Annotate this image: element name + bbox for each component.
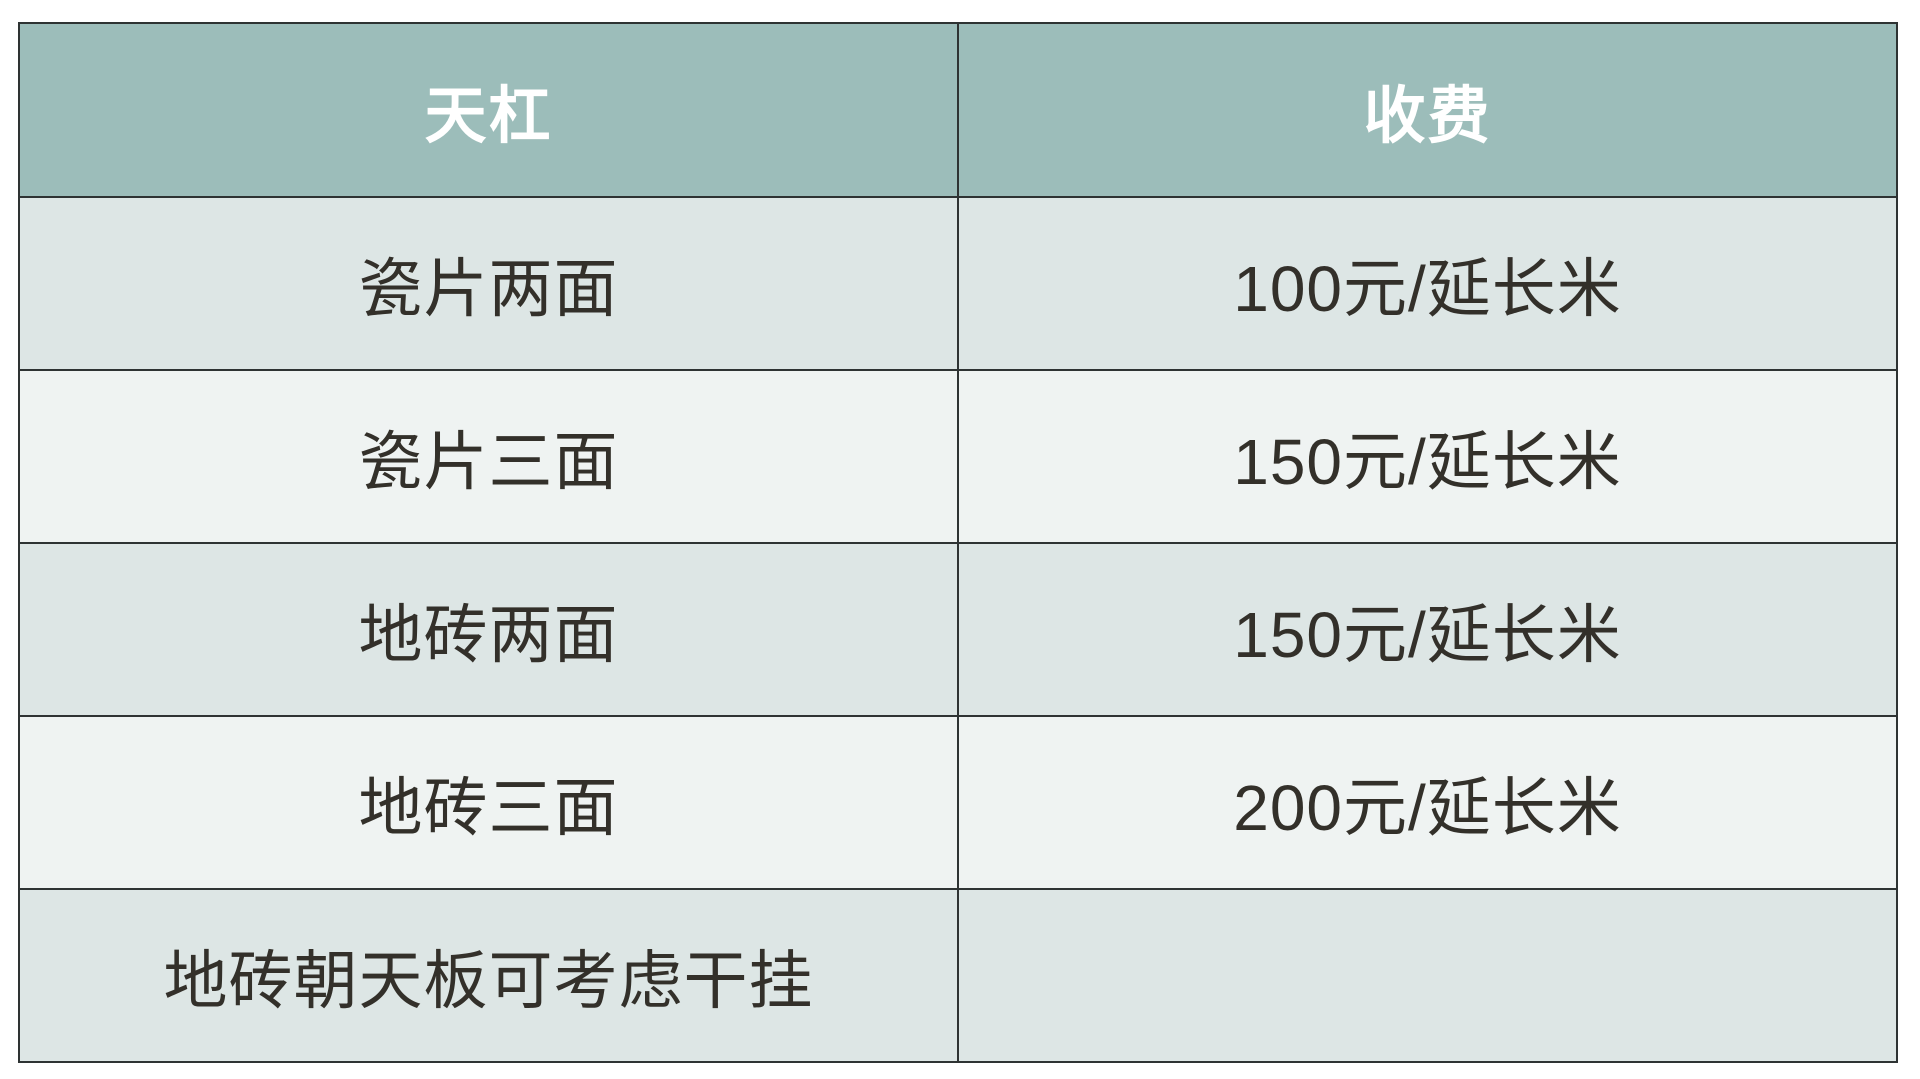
header-cell-fee: 收费 — [957, 22, 1898, 198]
fee-cell: 150元/延长米 — [957, 542, 1898, 717]
fee-schedule-table: 天杠 收费 瓷片两面 100元/延长米 瓷片三面 150元/延长米 地砖两面 1… — [18, 22, 1898, 1063]
fee-cell: 100元/延长米 — [957, 196, 1898, 371]
fee-cell: 150元/延长米 — [957, 369, 1898, 544]
header-row: 天杠 收费 — [18, 22, 1898, 198]
item-cell: 地砖两面 — [18, 542, 959, 717]
item-cell: 地砖三面 — [18, 715, 959, 890]
header-cell-item: 天杠 — [18, 22, 959, 198]
table-body: 瓷片两面 100元/延长米 瓷片三面 150元/延长米 地砖两面 150元/延长… — [18, 196, 1898, 1063]
table-row: 地砖朝天板可考虑干挂 — [18, 888, 1898, 1063]
item-cell: 瓷片两面 — [18, 196, 959, 371]
fee-schedule-table-container: 天杠 收费 瓷片两面 100元/延长米 瓷片三面 150元/延长米 地砖两面 1… — [18, 22, 1898, 1063]
item-cell: 地砖朝天板可考虑干挂 — [18, 888, 959, 1063]
table-row: 地砖三面 200元/延长米 — [18, 715, 1898, 890]
table-row: 地砖两面 150元/延长米 — [18, 542, 1898, 717]
table-row: 瓷片三面 150元/延长米 — [18, 369, 1898, 544]
table-header: 天杠 收费 — [18, 22, 1898, 198]
fee-cell: 200元/延长米 — [957, 715, 1898, 890]
item-cell: 瓷片三面 — [18, 369, 959, 544]
fee-cell — [957, 888, 1898, 1063]
table-row: 瓷片两面 100元/延长米 — [18, 196, 1898, 371]
